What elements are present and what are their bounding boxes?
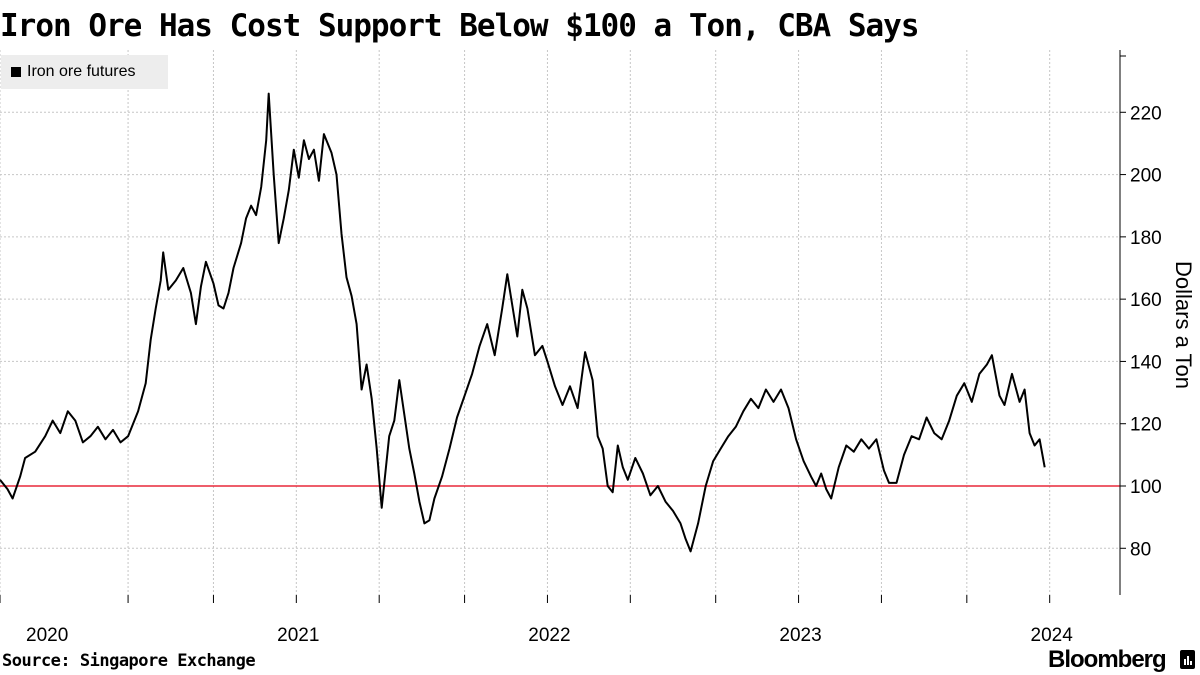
legend-swatch-icon — [11, 67, 21, 77]
y-tick-label-200: 200 — [1130, 166, 1162, 187]
legend: Iron ore futures — [1, 55, 168, 89]
x-axis: 2020 2021 2022 2023 2024 — [0, 595, 1073, 646]
y-tick-label-160: 160 — [1130, 290, 1162, 311]
brand-logo: Bloomberg — [1048, 646, 1167, 673]
x-tick-label-2020: 2020 — [26, 625, 68, 646]
series-line-iron-ore-futures — [0, 92, 1046, 553]
x-tick-label-2022: 2022 — [528, 625, 570, 646]
y-tick-label-120: 120 — [1130, 415, 1162, 436]
chart-title: Iron Ore Has Cost Support Below $100 a T… — [0, 8, 920, 44]
x-tick-label-2021: 2021 — [277, 625, 319, 646]
y-axis: 80 100 120 140 160 180 200 220 — [1119, 50, 1162, 595]
y-gridlines — [0, 111, 1120, 549]
y-axis-title: Dollars a Ton — [1171, 261, 1196, 389]
y-tick-label-140: 140 — [1130, 352, 1162, 373]
x-tick-label-2023: 2023 — [779, 625, 821, 646]
x-tick-label-2024: 2024 — [1031, 625, 1074, 646]
legend-label: Iron ore futures — [27, 63, 136, 80]
bloomberg-terminal-icon — [1180, 650, 1195, 669]
y-tick-label-220: 220 — [1130, 103, 1162, 124]
series-group — [0, 92, 1046, 553]
y-tick-label-100: 100 — [1130, 477, 1162, 498]
x-gridlines — [0, 50, 1051, 595]
source-note: Source: Singapore Exchange — [2, 651, 256, 671]
y-tick-label-180: 180 — [1130, 228, 1162, 249]
y-tick-label-80: 80 — [1130, 539, 1151, 560]
